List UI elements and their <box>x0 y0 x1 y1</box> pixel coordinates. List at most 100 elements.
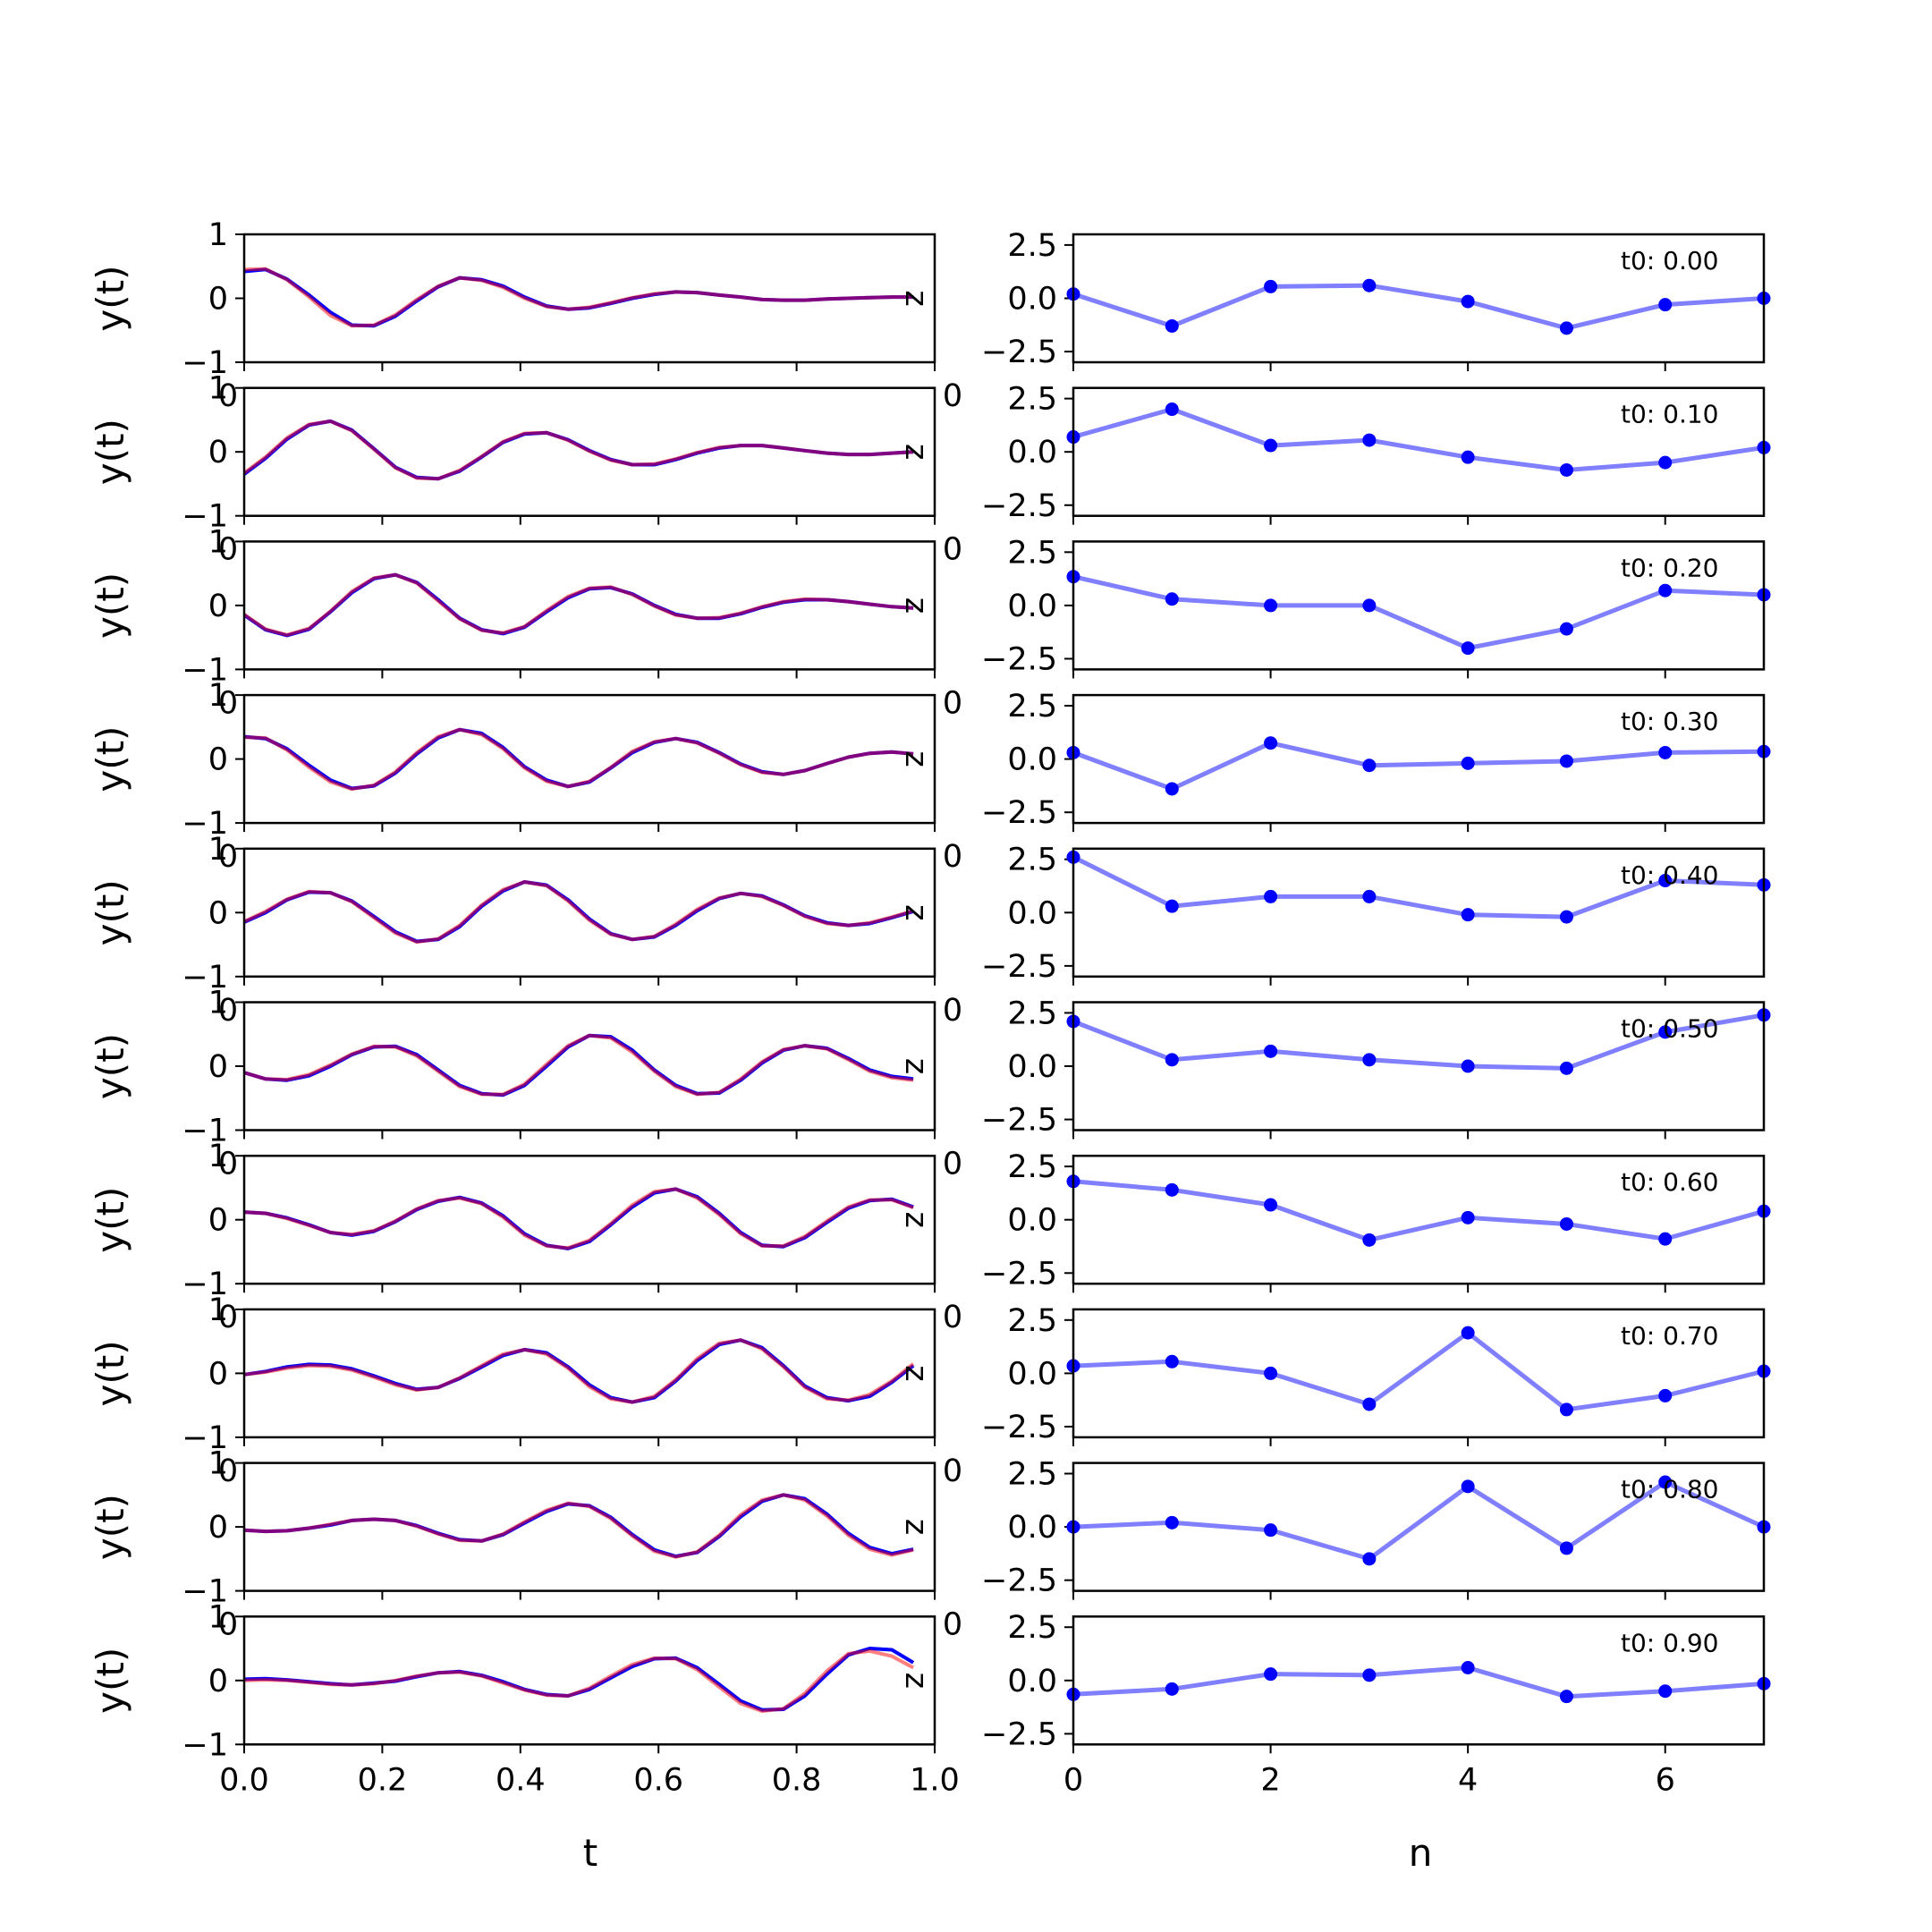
left-panel-9: 10−10.0 0.2 0.4 0.6 0.8 1.0zy(t) <box>89 1599 960 1798</box>
left-y-tick-label: 1 <box>208 1292 228 1328</box>
right-panel-0: 2.5 0.0 −2.5 0 t0: 0.00 <box>943 228 1771 414</box>
left-y-tick-label: −1 <box>182 960 228 996</box>
left-plot-frame <box>242 1001 936 1131</box>
right-sample-point <box>1165 782 1179 796</box>
left-y-tick-label: 0 <box>208 282 228 318</box>
right-sample-point <box>1658 583 1673 597</box>
left-plot-frame <box>242 1154 936 1285</box>
left-y-axis-title: y(t) <box>89 419 132 485</box>
right-sample-point <box>1658 1388 1673 1402</box>
left-y-tick-label: −1 <box>182 1727 228 1763</box>
right-y-tick-label: 0.0 <box>1007 589 1057 624</box>
right-y-tick-label: 0.0 <box>1007 895 1057 931</box>
right-plot-area <box>1073 1309 1764 1437</box>
right-sample-point <box>1362 278 1377 292</box>
left-series-b-line <box>243 1493 914 1559</box>
left-plot-area <box>244 1002 935 1131</box>
right-sample-point <box>1658 1232 1673 1246</box>
left-overlap-tick-label: 0 <box>218 1607 238 1643</box>
right-sample-point <box>1264 1044 1278 1058</box>
left-plot-area <box>244 1462 935 1591</box>
right-sample-point <box>1362 1552 1377 1566</box>
left-y-axis-title: y(t) <box>89 1340 132 1406</box>
left-y-axis-title: y(t) <box>89 572 132 639</box>
left-overlap-tick-label: 0 <box>218 993 238 1029</box>
right-sample-point <box>1362 758 1377 773</box>
right-plot-area <box>1073 1156 1764 1284</box>
right-plot-area <box>1073 695 1764 824</box>
right-sample-point <box>1658 1025 1673 1039</box>
right-overlap-tick-label: 0 <box>943 993 962 1029</box>
right-y-tick-label: 2.5 <box>1007 1610 1057 1646</box>
right-sample-point <box>1362 889 1377 903</box>
right-sample-point <box>1658 1475 1673 1489</box>
right-overlap-tick-label: 0 <box>943 1607 962 1643</box>
left-plot-frame <box>242 693 936 825</box>
right-sample-line <box>1072 1479 1766 1562</box>
right-y-tick-label: 0.0 <box>1007 435 1057 470</box>
left-edge-label: z <box>898 904 934 920</box>
right-y-tick-label: 0.0 <box>1007 1049 1057 1085</box>
right-sample-point <box>1362 1668 1377 1682</box>
left-edge-label: z <box>898 290 934 306</box>
right-sample-point <box>1264 889 1278 903</box>
right-sample-line <box>1072 574 1765 651</box>
left-y-tick-label: 0 <box>208 1510 228 1546</box>
right-plot-frame <box>1072 1154 1766 1285</box>
left-x-tick-label: 0.8 <box>772 1762 822 1798</box>
right-t0-annotation: t0: 0.00 <box>1621 246 1718 275</box>
right-panel-8: 2.5 0.0 −2.5 0 t0: 0.80 <box>943 1457 1771 1643</box>
right-plot-frame <box>1072 386 1766 517</box>
right-plot-frame <box>1072 847 1766 979</box>
right-y-tick-label: 2.5 <box>1007 689 1057 724</box>
right-plot-frame <box>1072 1308 1766 1439</box>
right-sample-point <box>1559 321 1573 335</box>
right-plot-area <box>1073 541 1764 670</box>
left-overlap-tick-label: 0 <box>218 1453 238 1489</box>
left-y-axis-title: y(t) <box>89 1187 132 1253</box>
left-series-b-line <box>243 880 914 945</box>
left-y-tick-label: −1 <box>182 345 228 381</box>
right-sample-point <box>1559 1402 1573 1417</box>
right-t0-annotation: t0: 0.90 <box>1621 1628 1718 1657</box>
right-sample-point <box>1658 1684 1673 1699</box>
right-panel-7: 2.5 0.0 −2.5 0 t0: 0.70 <box>943 1303 1771 1489</box>
left-plot-frame <box>242 1462 936 1592</box>
right-sample-line <box>1072 741 1765 792</box>
right-x-tick-label: 0 <box>1063 1762 1083 1798</box>
left-y-tick-label: 0 <box>208 1356 228 1392</box>
left-series-b-line <box>243 267 914 328</box>
left-plot-frame <box>242 233 936 364</box>
right-y-tick-label: −2.5 <box>981 1716 1057 1752</box>
right-sample-point <box>1658 298 1673 312</box>
right-sample-line <box>1072 1013 1765 1071</box>
right-y-tick-label: 0.0 <box>1007 1356 1057 1392</box>
right-sample-point <box>1264 1667 1278 1682</box>
right-sample-point <box>1658 874 1673 888</box>
left-plot-frame <box>242 386 936 517</box>
left-x-tick-label: 0.6 <box>633 1762 683 1798</box>
right-y-tick-label: −2.5 <box>981 641 1057 677</box>
left-edge-label: z <box>898 597 934 614</box>
right-x-tick-label: 4 <box>1458 1762 1478 1798</box>
left-y-tick-label: −1 <box>182 1267 228 1302</box>
left-y-axis-title: y(t) <box>89 879 132 945</box>
right-sample-point <box>1559 910 1573 924</box>
left-y-tick-label: 0 <box>208 895 228 931</box>
right-plot-area <box>1073 848 1764 977</box>
left-overlap-tick-label: 0 <box>218 1147 238 1182</box>
left-plot-area <box>244 1616 935 1745</box>
right-y-tick-label: −2.5 <box>981 1410 1057 1445</box>
right-sample-point <box>1559 754 1573 768</box>
right-y-tick-label: 2.5 <box>1007 228 1057 264</box>
left-edge-label: z <box>898 1673 934 1689</box>
left-y-tick-label: −1 <box>182 499 228 535</box>
right-plot-area <box>1073 1616 1764 1745</box>
left-series-b-line <box>243 1033 914 1097</box>
right-sample-point <box>1264 279 1278 293</box>
left-plot-area <box>244 1156 935 1284</box>
left-edge-label: z <box>898 750 934 767</box>
right-t0-annotation: t0: 0.70 <box>1621 1321 1718 1351</box>
left-plot-area <box>244 541 935 670</box>
